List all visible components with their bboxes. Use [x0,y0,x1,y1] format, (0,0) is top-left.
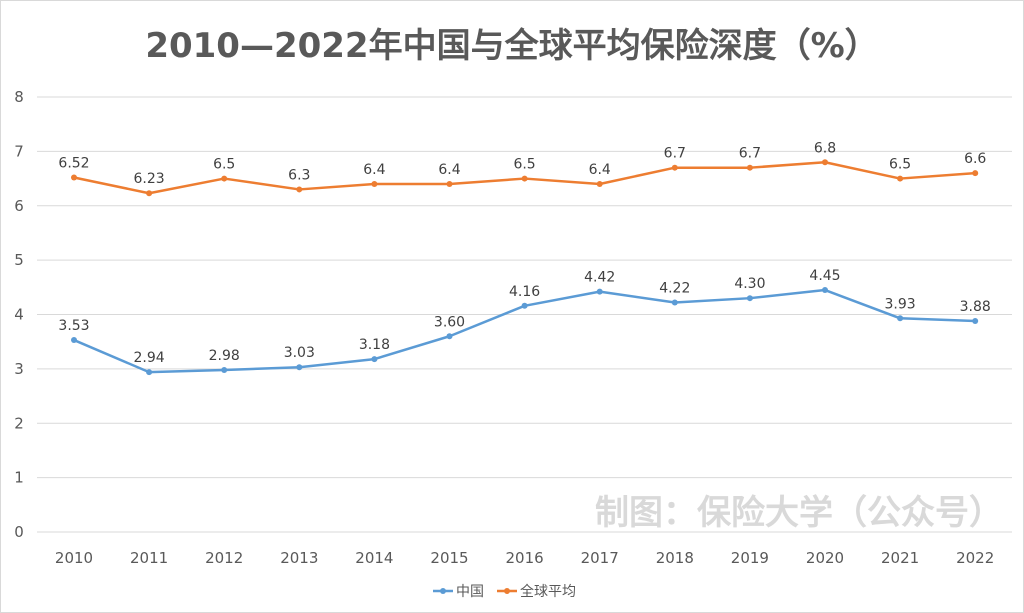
data-label: 3.18 [359,337,390,353]
legend-marker-icon [440,588,446,594]
x-tick-label: 2011 [130,549,168,567]
y-tick-label: 1 [14,469,24,487]
data-point [822,159,828,166]
legend-marker-icon [504,588,510,594]
data-point [296,186,303,193]
data-label: 6.3 [288,167,310,183]
data-label: 4.42 [584,270,615,286]
data-label: 6.4 [589,162,611,178]
data-label: 6.7 [739,146,761,162]
data-point [671,299,678,306]
data-label: 6.4 [438,162,460,178]
data-point [897,175,904,182]
legend: 中国 全球平均 [433,583,576,600]
data-label: 6.52 [58,155,89,171]
series-china [71,287,979,376]
x-tick-label: 2015 [430,549,468,567]
x-axis: 2010 2011 2012 2013 2014 2015 2016 2017 2018 2019… [55,549,994,567]
data-labels: 3.53 2.94 2.98 3.03 3.18 3.60 4.16 4.42 4.22 4.30… [58,140,990,366]
data-label: 2.98 [209,348,240,364]
chart-title: 2010—2022年中国与全球平均保险深度（%） [145,26,878,66]
data-label: 3.53 [58,318,89,334]
series [71,159,979,376]
data-point [146,190,153,197]
data-label: 3.88 [960,299,991,315]
x-tick-label: 2020 [806,549,844,567]
data-point [146,369,153,376]
data-label: 6.5 [213,157,235,173]
legend-item: 中国 [433,584,484,600]
legend-label: 中国 [456,584,484,600]
y-axis: 0 1 2 3 4 5 6 7 8 [14,88,24,541]
x-tick-label: 2016 [506,549,544,567]
data-label: 6.6 [964,151,986,167]
data-point [71,337,77,344]
data-point [746,164,753,171]
x-tick-label: 2018 [656,549,694,567]
data-label: 4.22 [659,281,690,297]
data-point [822,287,828,294]
data-label: 3.03 [284,345,315,361]
x-tick-label: 2017 [581,549,619,567]
data-label: 6.5 [889,157,911,173]
y-tick-label: 6 [14,197,24,215]
data-point [897,315,904,322]
data-label: 4.45 [809,268,840,284]
data-point [972,170,979,177]
y-tick-label: 3 [14,360,24,378]
data-point [221,175,228,182]
data-point [972,318,979,325]
gridlines [37,96,1012,533]
data-label: 3.60 [434,314,465,330]
data-label: 3.93 [885,296,916,312]
legend-label: 全球平均 [520,583,576,600]
y-tick-label: 4 [14,306,24,324]
data-point [521,302,528,309]
data-point [371,356,378,363]
data-point [446,181,453,187]
data-point [71,174,77,181]
x-tick-label: 2010 [55,549,93,567]
data-label: 6.7 [664,146,686,162]
data-label: 6.23 [134,171,165,187]
x-tick-label: 2022 [956,549,994,567]
x-tick-label: 2013 [280,549,318,567]
data-point [221,366,228,373]
y-tick-label: 0 [14,523,24,541]
x-tick-label: 2012 [205,549,243,567]
legend-item: 全球平均 [497,583,576,600]
data-point [596,181,603,187]
y-tick-label: 8 [14,88,24,106]
x-tick-label: 2014 [355,549,393,567]
x-tick-label: 2021 [881,549,919,567]
data-label: 2.94 [134,350,165,366]
data-point [671,164,678,171]
series-global-average [71,159,979,197]
y-tick-label: 7 [14,142,24,160]
data-label: 6.5 [513,157,535,173]
data-label: 6.8 [814,140,836,156]
data-point [746,295,753,302]
x-tick-label: 2019 [731,549,769,567]
y-tick-label: 2 [14,414,24,432]
data-point [596,288,603,295]
data-point [521,175,528,182]
data-label: 6.4 [363,162,385,178]
data-label: 4.30 [734,276,765,292]
data-point [296,364,303,371]
data-point [446,333,453,340]
data-point [371,181,378,187]
data-label: 4.16 [509,284,540,300]
y-tick-label: 5 [14,251,24,269]
watermark-text: 制图：保险大学（公众号） [595,493,1003,533]
